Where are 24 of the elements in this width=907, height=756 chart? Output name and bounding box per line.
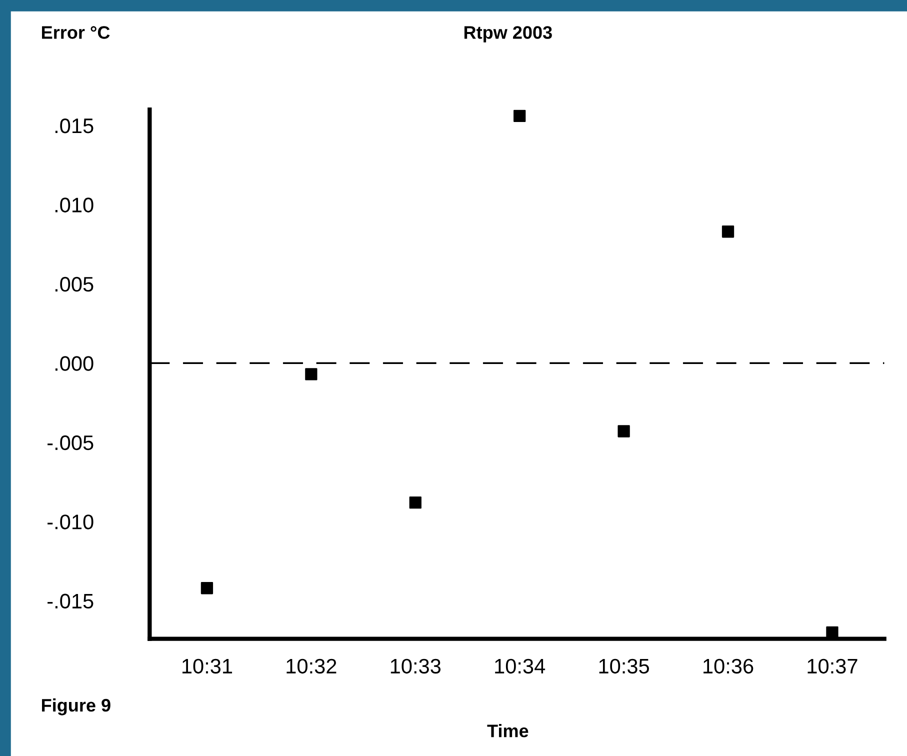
y-tick-label: -.010 bbox=[48, 514, 94, 530]
point bbox=[200, 582, 214, 594]
x-tick-label: 10:35 bbox=[599, 658, 649, 674]
y-tick-label: .005 bbox=[55, 276, 94, 292]
x-tick-label: 10:34 bbox=[495, 658, 546, 674]
y-tick-label: .000 bbox=[55, 356, 94, 371]
point bbox=[618, 425, 630, 438]
point bbox=[722, 226, 734, 238]
x-tick-label: 10:36 bbox=[704, 658, 754, 674]
y-axis-title: Error °C bbox=[42, 26, 110, 39]
x-tick-label: 10:37 bbox=[808, 658, 858, 674]
chart-title: Rtpw 2003 bbox=[464, 26, 552, 42]
x-tick-label: 10:33 bbox=[390, 658, 441, 674]
y-tick-label: -.005 bbox=[48, 435, 94, 450]
point bbox=[514, 110, 526, 122]
point bbox=[409, 496, 422, 509]
x-tick-label: 10:31 bbox=[182, 658, 232, 674]
y-tick-label: .010 bbox=[55, 198, 94, 212]
y-tick-label: -.015 bbox=[48, 594, 94, 609]
y-tick-label: .015 bbox=[55, 118, 94, 134]
x-axis-title: Time bbox=[487, 724, 528, 738]
point bbox=[305, 368, 318, 380]
x-tick-label: 10:32 bbox=[286, 658, 336, 674]
caption: Figure 9 bbox=[42, 698, 110, 716]
